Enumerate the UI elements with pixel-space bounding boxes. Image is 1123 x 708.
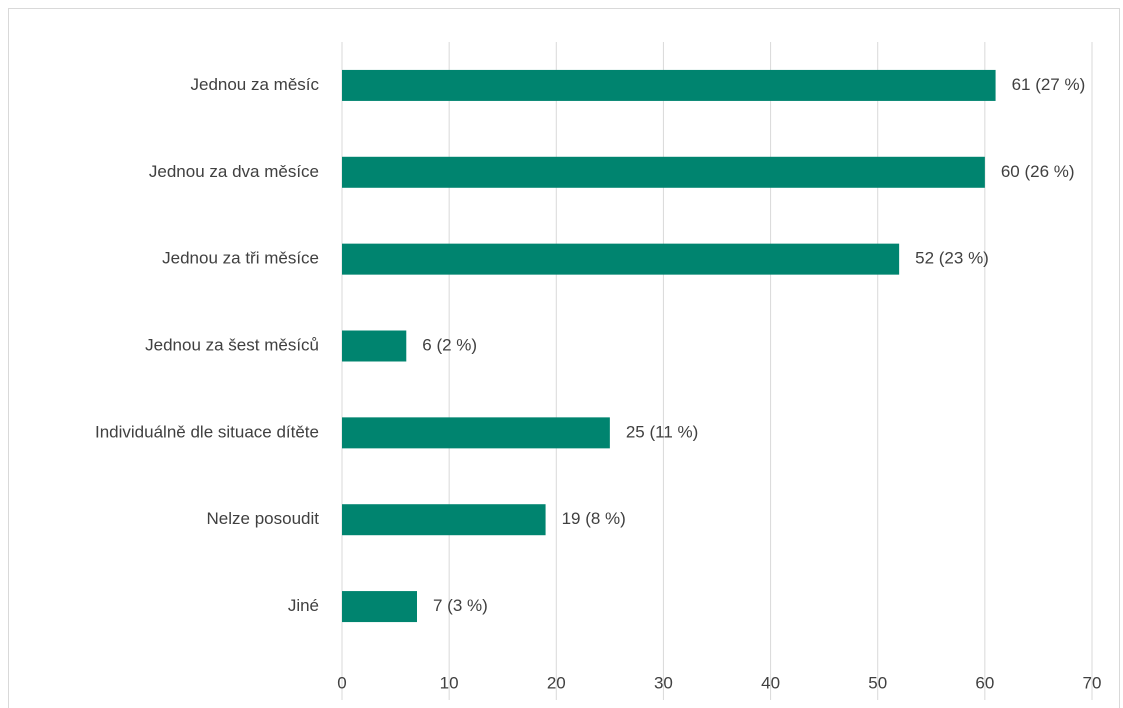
data-label: 6 (2 %)	[422, 335, 477, 354]
category-labels: Jednou za měsíc Jednou za dva měsíce Jedno…	[95, 75, 319, 615]
category-label: Jiné	[288, 596, 319, 615]
x-tick-label: 70	[1083, 673, 1102, 692]
x-tick-label: 0	[337, 673, 346, 692]
bars	[342, 69, 996, 623]
data-label: 52 (23 %)	[915, 249, 989, 268]
category-label: Individuálně dle situace dítěte	[95, 422, 319, 441]
data-label: 60 (26 %)	[1001, 162, 1075, 181]
bar	[342, 417, 610, 449]
category-label: Jednou za šest měsíců	[145, 335, 319, 354]
x-tick-label: 20	[547, 673, 566, 692]
category-label: Nelze posoudit	[207, 509, 320, 528]
data-label: 19 (8 %)	[562, 509, 626, 528]
bar	[342, 591, 417, 623]
bar	[342, 243, 900, 275]
data-label: 61 (27 %)	[1012, 75, 1086, 94]
category-label: Jednou za tři měsíce	[162, 249, 319, 268]
bar	[342, 504, 546, 536]
x-axis-tick-labels: 0 10 20 30 40 50 60 70	[337, 673, 1101, 692]
gridlines	[341, 42, 1093, 700]
x-tick-label: 30	[654, 673, 673, 692]
data-label: 7 (3 %)	[433, 596, 488, 615]
data-label: 25 (11 %)	[626, 422, 698, 441]
category-label: Jednou za měsíc	[190, 75, 319, 94]
bar	[342, 330, 407, 362]
bar	[342, 156, 985, 188]
data-labels: 61 (27 %) 60 (26 %) 52 (23 %) 6 (2 %) 25 (11…	[422, 75, 1085, 615]
bar	[342, 69, 996, 101]
chart-frame	[8, 8, 1120, 708]
x-tick-label: 50	[868, 673, 887, 692]
x-tick-label: 10	[440, 673, 459, 692]
x-tick-label: 60	[975, 673, 994, 692]
x-tick-label: 40	[761, 673, 780, 692]
category-label: Jednou za dva měsíce	[149, 162, 319, 181]
